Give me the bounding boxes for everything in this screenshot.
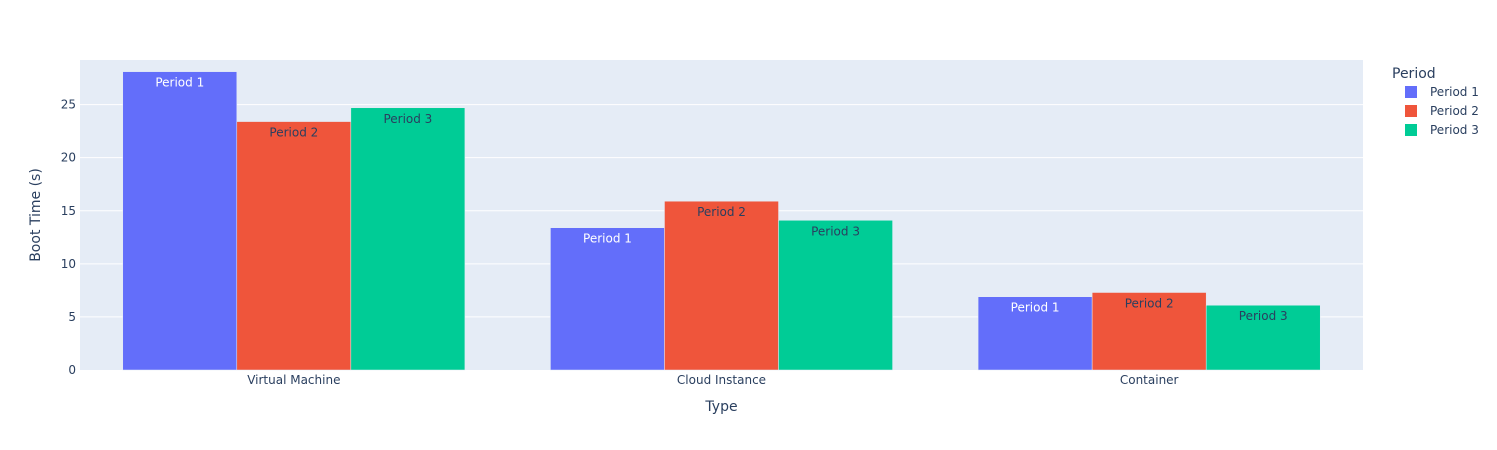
legend-item-period-2[interactable]: Period 2 xyxy=(1405,104,1479,118)
bar-data-label: Period 2 xyxy=(269,126,318,140)
bar-data-label: Period 2 xyxy=(1125,297,1174,311)
legend-title: Period xyxy=(1392,66,1436,82)
x-tick-label: Container xyxy=(1120,373,1179,387)
y-tick-label: 15 xyxy=(61,204,76,218)
legend-label: Period 3 xyxy=(1430,123,1479,137)
bar-data-label: Period 1 xyxy=(583,232,632,246)
y-tick-label: 25 xyxy=(61,98,76,112)
legend-swatch xyxy=(1405,105,1417,117)
bar-period-1-virtual-machine[interactable] xyxy=(122,71,238,371)
bar-period-3-virtual-machine[interactable] xyxy=(350,107,466,371)
x-tick-label: Cloud Instance xyxy=(677,373,766,387)
bar-period-2-virtual-machine[interactable] xyxy=(236,121,352,371)
y-tick-label: 10 xyxy=(61,257,76,271)
legend-item-period-3[interactable]: Period 3 xyxy=(1405,123,1479,137)
bar-period-2-container[interactable] xyxy=(1091,292,1207,371)
legend-label: Period 1 xyxy=(1430,85,1479,99)
x-tick-labels: Virtual Machine Cloud Instance Container xyxy=(247,373,1178,387)
legend[interactable]: Period Period 1 Period 2 Period 3 xyxy=(1392,66,1479,137)
legend-label: Period 2 xyxy=(1430,104,1479,118)
y-tick-label: 0 xyxy=(68,363,76,377)
bar-period-1-container[interactable] xyxy=(977,296,1093,371)
y-tick-label: 5 xyxy=(68,310,76,324)
bar-data-label: Period 2 xyxy=(697,205,746,219)
y-tick-label: 20 xyxy=(61,151,76,165)
bar-data-label: Period 3 xyxy=(383,112,432,126)
bar-data-label: Period 3 xyxy=(1239,309,1288,323)
bars-group: Period 1 Period 2 Period 3 Period 1 Period 2… xyxy=(122,71,1321,371)
legend-swatch xyxy=(1405,86,1417,98)
bar-data-label: Period 3 xyxy=(811,224,860,238)
legend-item-period-1[interactable]: Period 1 xyxy=(1405,85,1479,99)
y-tick-labels: 0 5 10 15 20 25 xyxy=(61,98,76,377)
y-axis-title: Boot Time (s) xyxy=(28,168,44,262)
bar-data-label: Period 1 xyxy=(155,76,204,90)
bar-data-label: Period 1 xyxy=(1011,301,1060,315)
bar-period-3-container[interactable] xyxy=(1205,304,1321,371)
bar-period-3-cloud-instance[interactable] xyxy=(778,220,893,371)
bar-period-1-cloud-instance[interactable] xyxy=(550,227,665,371)
x-tick-label: Virtual Machine xyxy=(247,373,340,387)
bar-period-2-cloud-instance[interactable] xyxy=(664,200,779,371)
x-axis-title: Type xyxy=(704,399,737,415)
legend-swatch xyxy=(1405,124,1417,136)
